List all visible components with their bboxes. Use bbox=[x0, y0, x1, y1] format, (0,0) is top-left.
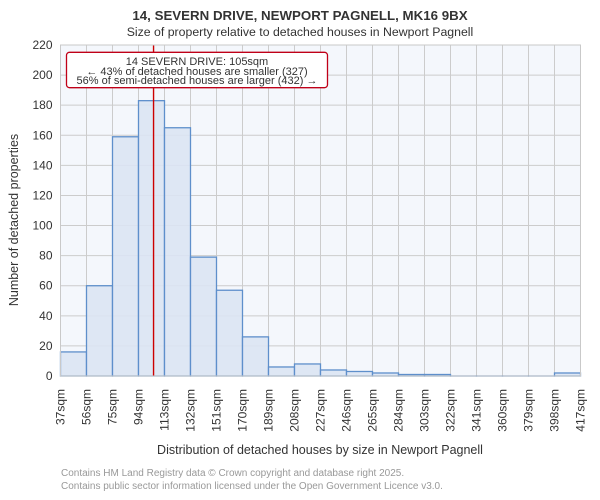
svg-text:40: 40 bbox=[39, 309, 53, 323]
svg-text:208sqm: 208sqm bbox=[288, 389, 302, 432]
svg-text:246sqm: 246sqm bbox=[340, 389, 354, 432]
svg-text:160: 160 bbox=[32, 128, 52, 142]
svg-text:37sqm: 37sqm bbox=[54, 389, 68, 425]
svg-text:200: 200 bbox=[32, 68, 52, 82]
svg-text:341sqm: 341sqm bbox=[470, 389, 484, 432]
svg-text:Distribution of detached house: Distribution of detached houses by size … bbox=[157, 443, 483, 457]
svg-text:75sqm: 75sqm bbox=[106, 389, 120, 425]
svg-text:417sqm: 417sqm bbox=[574, 389, 588, 432]
svg-text:360sqm: 360sqm bbox=[496, 389, 510, 432]
svg-text:303sqm: 303sqm bbox=[418, 389, 432, 432]
svg-text:227sqm: 227sqm bbox=[314, 389, 328, 432]
svg-text:113sqm: 113sqm bbox=[158, 389, 172, 431]
svg-text:170sqm: 170sqm bbox=[236, 389, 250, 432]
svg-text:220: 220 bbox=[32, 38, 52, 52]
svg-text:60: 60 bbox=[39, 279, 53, 293]
svg-text:284sqm: 284sqm bbox=[392, 389, 406, 432]
svg-text:322sqm: 322sqm bbox=[444, 389, 458, 432]
svg-text:94sqm: 94sqm bbox=[132, 389, 146, 425]
svg-text:80: 80 bbox=[39, 249, 53, 263]
svg-text:120: 120 bbox=[32, 188, 52, 202]
svg-text:56% of semi-detached houses ar: 56% of semi-detached houses are larger (… bbox=[77, 75, 318, 87]
svg-text:Number of detached properties: Number of detached properties bbox=[7, 134, 21, 306]
svg-text:132sqm: 132sqm bbox=[184, 389, 198, 432]
svg-text:398sqm: 398sqm bbox=[548, 389, 562, 432]
svg-text:180: 180 bbox=[32, 98, 52, 112]
svg-text:151sqm: 151sqm bbox=[210, 389, 224, 432]
svg-text:100: 100 bbox=[32, 219, 52, 233]
svg-text:189sqm: 189sqm bbox=[262, 389, 276, 432]
svg-text:0: 0 bbox=[46, 369, 53, 383]
svg-text:20: 20 bbox=[39, 339, 53, 353]
svg-text:56sqm: 56sqm bbox=[80, 389, 94, 425]
svg-text:140: 140 bbox=[32, 158, 52, 172]
svg-text:379sqm: 379sqm bbox=[522, 389, 536, 432]
svg-text:265sqm: 265sqm bbox=[366, 389, 380, 432]
